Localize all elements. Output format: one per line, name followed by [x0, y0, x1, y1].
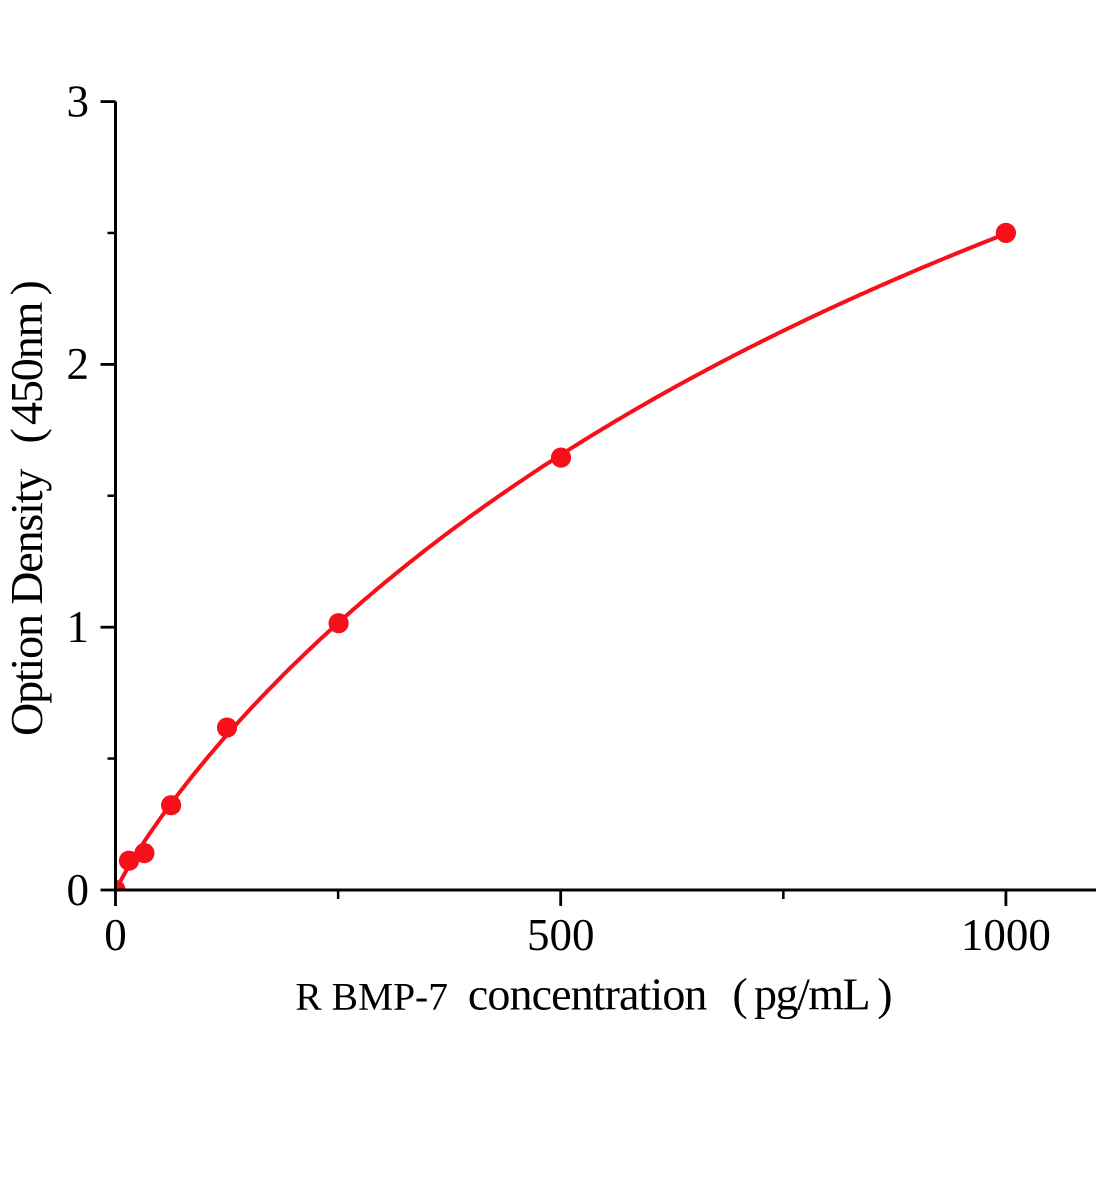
svg-text:0: 0 — [67, 865, 90, 915]
svg-text:0: 0 — [104, 910, 127, 960]
svg-text:2: 2 — [67, 339, 90, 389]
svg-text:1: 1 — [67, 602, 90, 652]
svg-text:3: 3 — [67, 76, 90, 126]
svg-text:500: 500 — [527, 910, 595, 960]
svg-text:1000: 1000 — [961, 910, 1051, 960]
svg-text:Option Density(450nm): Option Density(450nm) — [1, 280, 52, 736]
